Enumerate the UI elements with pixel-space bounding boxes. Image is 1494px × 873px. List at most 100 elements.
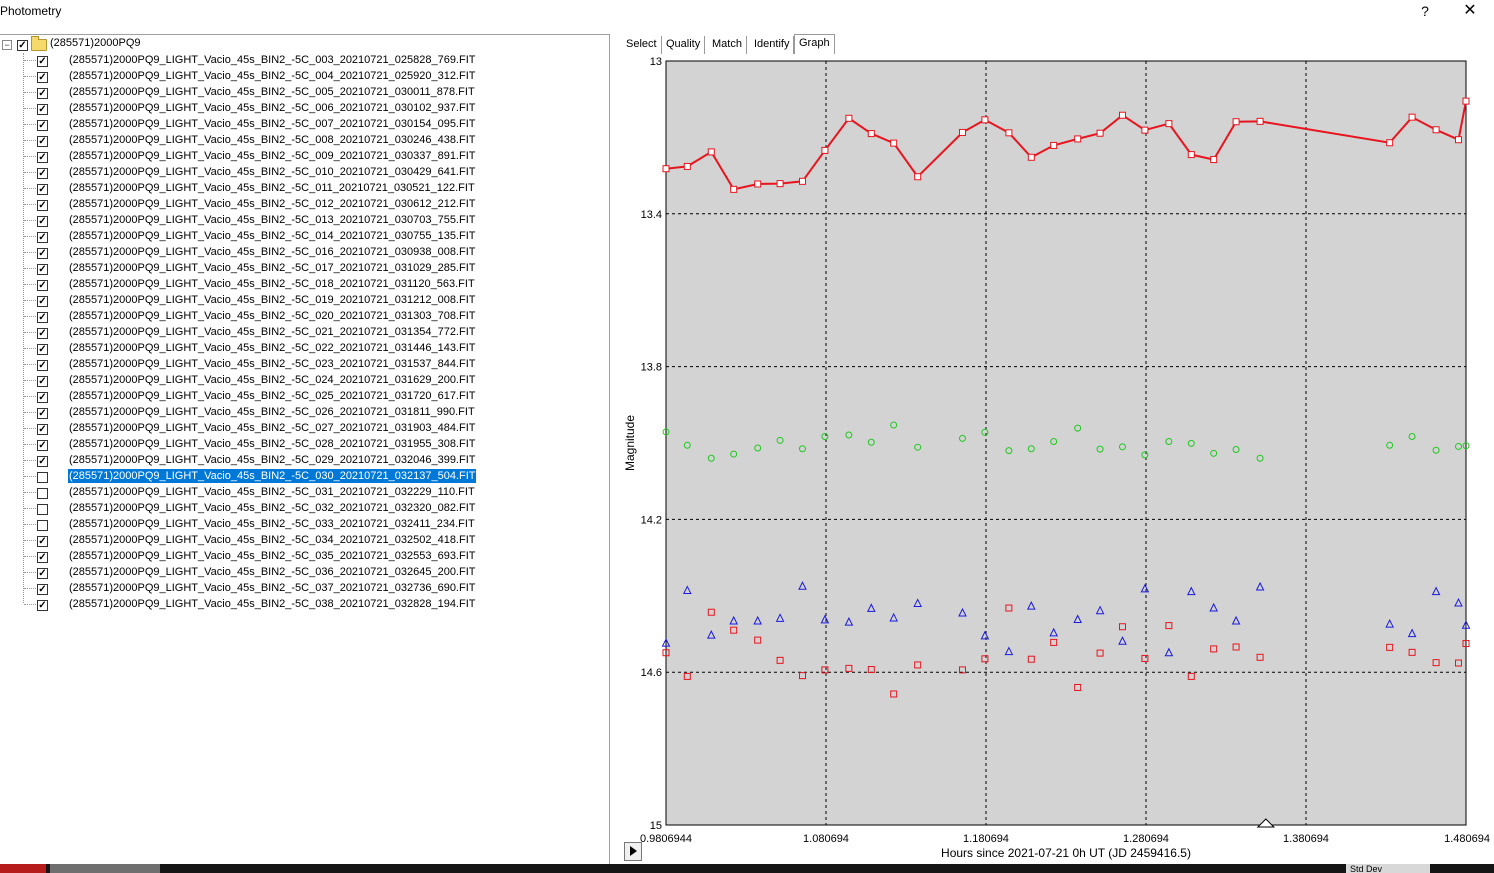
tree-item[interactable]: ✓ (285571)2000PQ9_LIGHT_Vacio_45s_BIN2_-5…	[0, 341, 609, 357]
data-point-triangle	[1095, 605, 1105, 615]
tree-item[interactable]: ✓ (285571)2000PQ9_LIGHT_Vacio_45s_BIN2_-5…	[0, 373, 609, 389]
item-checkbox[interactable]	[37, 472, 48, 483]
tree-item[interactable]: ✓ (285571)2000PQ9_LIGHT_Vacio_45s_BIN2_-5…	[0, 421, 609, 437]
item-checkbox[interactable]: ✓	[37, 120, 48, 131]
item-checkbox[interactable]: ✓	[37, 408, 48, 419]
play-button[interactable]	[624, 842, 642, 861]
data-point-triangle	[706, 630, 716, 639]
data-point-circle	[890, 421, 898, 429]
tree-item[interactable]: (285571)2000PQ9_LIGHT_Vacio_45s_BIN2_-5C…	[0, 501, 609, 517]
item-checkbox[interactable]: ✓	[37, 552, 48, 563]
window-title: Photometry	[0, 4, 62, 18]
tree-item[interactable]: ✓ (285571)2000PQ9_LIGHT_Vacio_45s_BIN2_-5…	[0, 325, 609, 341]
item-checkbox[interactable]: ✓	[37, 104, 48, 115]
tree-item[interactable]: (285571)2000PQ9_LIGHT_Vacio_45s_BIN2_-5C…	[0, 517, 609, 533]
tree-item[interactable]: ✓ (285571)2000PQ9_LIGHT_Vacio_45s_BIN2_-5…	[0, 581, 609, 597]
tree-item[interactable]: ✓ (285571)2000PQ9_LIGHT_Vacio_45s_BIN2_-5…	[0, 405, 609, 421]
item-checkbox[interactable]: ✓	[37, 424, 48, 435]
tree-item[interactable]: ✓ (285571)2000PQ9_LIGHT_Vacio_45s_BIN2_-5…	[0, 117, 609, 133]
item-checkbox[interactable]: ✓	[37, 216, 48, 227]
item-checkbox[interactable]: ✓	[37, 440, 48, 451]
item-checkbox[interactable]	[37, 504, 48, 515]
data-point-square	[1074, 135, 1082, 143]
item-checkbox[interactable]: ✓	[37, 568, 48, 579]
tree-item[interactable]: ✓ (285571)2000PQ9_LIGHT_Vacio_45s_BIN2_-5…	[0, 229, 609, 245]
tree-item[interactable]: ✓ (285571)2000PQ9_LIGHT_Vacio_45s_BIN2_-5…	[0, 309, 609, 325]
item-checkbox[interactable]: ✓	[37, 584, 48, 595]
item-checkbox[interactable]: ✓	[37, 72, 48, 83]
data-point-circle	[981, 428, 989, 436]
data-point-square	[867, 130, 875, 138]
tree-item[interactable]: ✓ (285571)2000PQ9_LIGHT_Vacio_45s_BIN2_-5…	[0, 565, 609, 581]
tree-item[interactable]: ✓ (285571)2000PQ9_LIGHT_Vacio_45s_BIN2_-5…	[0, 245, 609, 261]
data-point-square	[730, 626, 738, 634]
tab-select[interactable]: Select	[622, 36, 662, 54]
item-checkbox[interactable]: ✓	[37, 600, 48, 611]
item-checkbox[interactable]	[37, 488, 48, 499]
item-checkbox[interactable]: ✓	[37, 328, 48, 339]
item-checkbox[interactable]: ✓	[37, 56, 48, 67]
data-point-square	[1165, 120, 1173, 128]
tree-item[interactable]: ✓ (285571)2000PQ9_LIGHT_Vacio_45s_BIN2_-5…	[0, 453, 609, 469]
item-checkbox[interactable]: ✓	[37, 376, 48, 387]
tree-item[interactable]: ✓ (285571)2000PQ9_LIGHT_Vacio_45s_BIN2_-5…	[0, 293, 609, 309]
item-label: (285571)2000PQ9_LIGHT_Vacio_45s_BIN2_-5C…	[69, 390, 476, 402]
tree-item[interactable]: ✓ (285571)2000PQ9_LIGHT_Vacio_45s_BIN2_-5…	[0, 85, 609, 101]
tree-item[interactable]: ✓ (285571)2000PQ9_LIGHT_Vacio_45s_BIN2_-5…	[0, 101, 609, 117]
tree-item[interactable]: ✓ (285571)2000PQ9_LIGHT_Vacio_45s_BIN2_-5…	[0, 549, 609, 565]
root-checkbox[interactable]: ✓	[17, 40, 28, 51]
tree-item[interactable]: ✓ (285571)2000PQ9_LIGHT_Vacio_45s_BIN2_-5…	[0, 69, 609, 85]
tree-guide-line	[23, 53, 24, 603]
item-checkbox[interactable]: ✓	[37, 200, 48, 211]
data-point-square	[1096, 649, 1104, 657]
data-point-square	[1050, 141, 1058, 149]
item-checkbox[interactable]: ✓	[37, 264, 48, 275]
item-checkbox[interactable]: ✓	[37, 152, 48, 163]
item-checkbox[interactable]: ✓	[37, 168, 48, 179]
item-checkbox[interactable]: ✓	[37, 136, 48, 147]
item-checkbox[interactable]: ✓	[37, 456, 48, 467]
help-button[interactable]: ?	[1421, 3, 1429, 19]
tree-item[interactable]: ✓ (285571)2000PQ9_LIGHT_Vacio_45s_BIN2_-5…	[0, 533, 609, 549]
tree-item[interactable]: ✓ (285571)2000PQ9_LIGHT_Vacio_45s_BIN2_-5…	[0, 197, 609, 213]
item-checkbox[interactable]	[37, 520, 48, 531]
item-checkbox[interactable]: ✓	[37, 344, 48, 355]
item-checkbox[interactable]: ✓	[37, 248, 48, 259]
data-point-square	[1386, 643, 1394, 651]
close-button[interactable]: ✕	[1463, 2, 1477, 19]
tree-item[interactable]: ✓ (285571)2000PQ9_LIGHT_Vacio_45s_BIN2_-5…	[0, 437, 609, 453]
data-point-circle	[845, 431, 853, 439]
item-checkbox[interactable]: ✓	[37, 360, 48, 371]
x-tick-label: 1.480694	[1444, 833, 1490, 845]
tree-item[interactable]: ✓ (285571)2000PQ9_LIGHT_Vacio_45s_BIN2_-5…	[0, 149, 609, 165]
tree-item[interactable]: ✓ (285571)2000PQ9_LIGHT_Vacio_45s_BIN2_-5…	[0, 277, 609, 293]
item-checkbox[interactable]: ✓	[37, 280, 48, 291]
tree-item[interactable]: ✓ (285571)2000PQ9_LIGHT_Vacio_45s_BIN2_-5…	[0, 181, 609, 197]
tab-quality[interactable]: Quality	[662, 36, 706, 54]
item-checkbox[interactable]: ✓	[37, 536, 48, 547]
tree-item[interactable]: ✓ (285571)2000PQ9_LIGHT_Vacio_45s_BIN2_-5…	[0, 133, 609, 149]
tab-identify[interactable]: Identify	[750, 36, 795, 54]
tree-item[interactable]: ✓ (285571)2000PQ9_LIGHT_Vacio_45s_BIN2_-5…	[0, 261, 609, 277]
tab-match[interactable]: Match	[708, 36, 747, 54]
tree-item[interactable]: ✓ (285571)2000PQ9_LIGHT_Vacio_45s_BIN2_-5…	[0, 597, 609, 613]
file-tree[interactable]: − ✓ (285571)2000PQ9 ✓ (285571)2000PQ9_LIG…	[0, 34, 610, 865]
item-checkbox[interactable]: ✓	[37, 312, 48, 323]
tab-graph[interactable]: Graph	[794, 34, 835, 55]
tree-item[interactable]: ✓ (285571)2000PQ9_LIGHT_Vacio_45s_BIN2_-5…	[0, 53, 609, 69]
collapse-icon[interactable]: −	[2, 40, 12, 50]
tree-item[interactable]: (285571)2000PQ9_LIGHT_Vacio_45s_BIN2_-5C…	[0, 485, 609, 501]
item-checkbox[interactable]: ✓	[37, 184, 48, 195]
item-checkbox[interactable]: ✓	[37, 88, 48, 99]
tree-guide-dot	[24, 268, 36, 269]
item-checkbox[interactable]: ✓	[37, 232, 48, 243]
tree-item[interactable]: ✓ (285571)2000PQ9_LIGHT_Vacio_45s_BIN2_-5…	[0, 357, 609, 373]
data-point-circle	[1432, 446, 1440, 454]
item-checkbox[interactable]: ✓	[37, 392, 48, 403]
tree-item[interactable]: ✓ (285571)2000PQ9_LIGHT_Vacio_45s_BIN2_-5…	[0, 165, 609, 181]
tree-item[interactable]: (285571)2000PQ9_LIGHT_Vacio_45s_BIN2_-5C…	[0, 468, 609, 485]
data-point-circle	[1118, 443, 1126, 451]
item-checkbox[interactable]: ✓	[37, 296, 48, 307]
tree-item[interactable]: ✓ (285571)2000PQ9_LIGHT_Vacio_45s_BIN2_-5…	[0, 389, 609, 405]
tree-item[interactable]: ✓ (285571)2000PQ9_LIGHT_Vacio_45s_BIN2_-5…	[0, 213, 609, 229]
